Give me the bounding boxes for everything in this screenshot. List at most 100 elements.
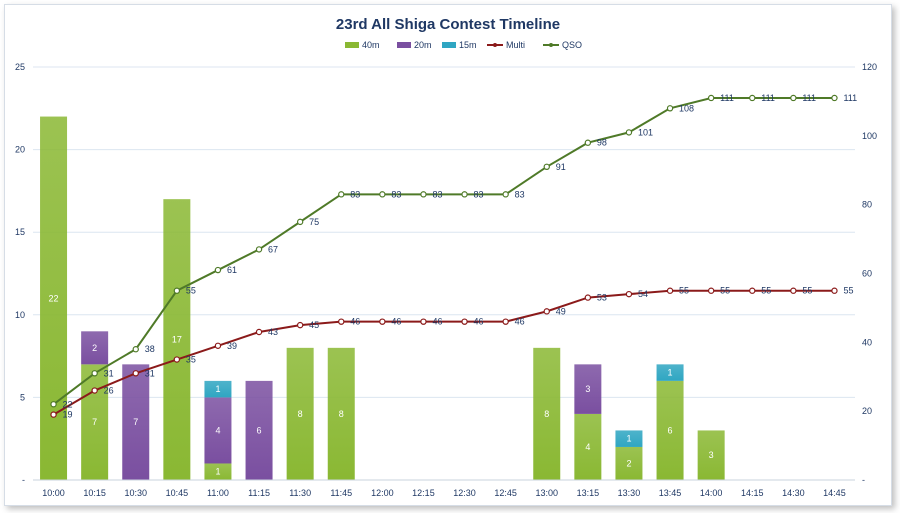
bar-15m [615,430,643,447]
point-QSO [50,401,57,408]
x-tick-label: 12:15 [412,488,435,498]
timeline-chart: 23rd All Shiga Contest Timeline 22 7 2 7 17 1… [15,16,877,498]
point-Multi [132,370,139,377]
point-label-QSO: 83 [432,189,442,199]
line-Multi [53,289,835,416]
bar-40m [204,463,232,480]
point-label-QSO: 111 [761,93,775,103]
legend: 40m 20m 15m Multi QSO [345,40,582,50]
point-Multi [296,321,304,329]
legend-label-20m: 20m [414,40,432,50]
bar-value-label: 8 [544,409,549,419]
bar-40m [81,364,109,480]
point-Multi [214,342,222,349]
legend-marker-Multi [493,43,497,47]
point-label-Multi: 49 [556,306,566,316]
point-label-QSO: 67 [268,244,278,254]
point-label-Multi: 46 [515,317,525,327]
point-QSO [790,94,797,102]
bar-40m [533,347,561,480]
x-tick-label: 11:45 [330,488,352,498]
point-label-Multi: 55 [802,286,812,296]
x-tick-label: 12:45 [494,488,517,498]
bar-40m [615,446,643,480]
point-label-QSO: 83 [391,189,401,199]
bar-value-label: 2 [626,458,631,468]
point-QSO [666,105,674,112]
legend-swatch-20m [397,42,411,48]
point-Multi [543,308,550,315]
bar-40m [697,430,725,480]
point-label-Multi: 55 [679,286,689,296]
bar-20m [574,364,602,414]
bar-20m [204,397,232,464]
bar-value-label: 7 [92,417,97,427]
point-QSO [707,94,715,102]
point-Multi [831,287,838,294]
x-tick-label: 13:15 [577,488,600,498]
bar-value-label: 8 [339,409,344,419]
y-left-tick-label: 20 [15,145,25,155]
point-label-Multi: 55 [761,286,771,296]
point-QSO [749,94,756,102]
point-QSO [132,346,139,353]
point-Multi [379,318,386,325]
bar-value-label: 8 [298,409,303,419]
legend-label-15m: 15m [459,40,477,50]
y-right-tick-label: 20 [862,406,872,416]
y-left-tick-label: 10 [15,310,25,320]
point-label-QSO: 111 [802,93,816,103]
x-tick-label: 11:00 [207,488,229,498]
point-label-QSO: 83 [515,189,525,199]
point-QSO [255,246,263,253]
point-Multi [461,318,468,325]
legend-swatch-40m [345,42,359,48]
point-QSO [420,191,427,198]
y-left-tick-label: 25 [15,62,25,72]
point-QSO [91,370,98,377]
point-QSO [173,287,181,294]
bar-value-label: 22 [49,293,59,303]
bar-value-label: 3 [709,450,714,460]
point-Multi [502,318,509,325]
bar-value-label: 7 [133,417,138,427]
point-label-Multi: 53 [597,293,607,303]
gridlines [33,66,855,398]
x-tick-label: 13:00 [535,488,558,498]
point-QSO [543,163,550,171]
y-right-tick-label: 60 [862,269,872,279]
point-label-Multi: 46 [350,317,360,327]
point-QSO [831,94,838,102]
point-Multi [790,287,797,294]
bar-40m [656,380,684,480]
point-QSO [461,191,468,198]
y-right-tick-label: - [862,475,865,485]
legend-label-Multi: Multi [506,40,525,50]
x-tick-label: 14:45 [823,488,846,498]
bar-value-label: 1 [668,368,673,378]
legend-marker-QSO [549,43,553,47]
x-tick-label: 10:30 [124,488,147,498]
point-Multi [420,318,427,325]
bar-40m [327,347,355,480]
bar-value-label: 1 [626,434,631,444]
bar-value-label: 2 [92,343,97,353]
bar-value-label: 4 [585,442,590,452]
legend-label-QSO: QSO [562,40,582,50]
bar-20m [81,331,109,365]
point-QSO [214,266,222,274]
x-tick-label: 12:30 [453,488,476,498]
x-tick-label: 13:45 [659,488,682,498]
x-tick-label: 10:15 [83,488,106,498]
point-label-Multi: 46 [432,317,442,327]
point-Multi [173,356,181,363]
point-QSO [584,139,592,146]
point-QSO [338,191,345,198]
point-QSO [379,191,386,198]
x-tick-label: 13:30 [618,488,641,498]
point-label-QSO: 83 [474,189,484,199]
x-tick-label: 11:30 [289,488,311,498]
point-label-QSO: 111 [843,93,857,103]
point-label-QSO: 38 [145,344,155,354]
